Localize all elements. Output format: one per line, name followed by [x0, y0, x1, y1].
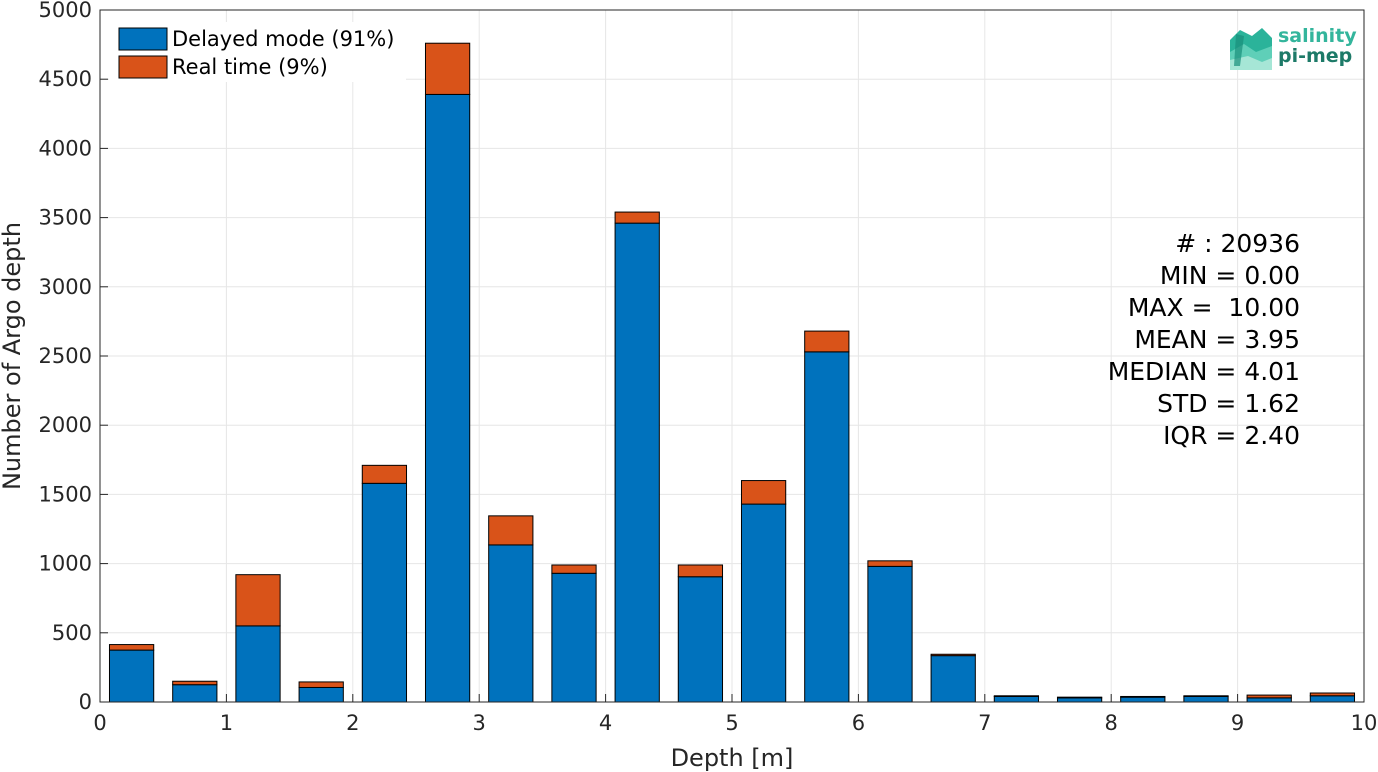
- bar-delayed-mode: [1183, 695, 1229, 703]
- x-tick-label: 6: [852, 711, 865, 735]
- bar-real-time: [930, 653, 976, 657]
- bar-delayed-mode: [108, 649, 155, 703]
- y-tick-label: 3500: [39, 206, 92, 230]
- bar-real-time: [235, 574, 281, 627]
- bar-real-time: [867, 560, 913, 567]
- bar-delayed-mode: [677, 576, 724, 703]
- bar-delayed-mode: [361, 482, 408, 703]
- stats-annotation: # : 20936 MIN = 0.00 MAX = 10.00 MEAN = …: [1108, 229, 1300, 450]
- bar-real-time: [677, 564, 724, 578]
- y-tick-labels: 0 500 1000 1500 2000 2500 3000 3500 4000 4500 5000: [39, 0, 108, 714]
- bar-delayed-mode: [551, 572, 597, 703]
- bar-real-time: [172, 680, 218, 686]
- x-tick-label: 9: [1231, 711, 1244, 735]
- bar-real-time: [361, 464, 408, 484]
- bar-real-time: [551, 564, 597, 574]
- bar-delayed-mode: [1246, 697, 1292, 703]
- bar-delayed-mode: [488, 544, 534, 703]
- y-tick-label: 0: [79, 690, 92, 714]
- y-tick-label: 2000: [39, 413, 92, 437]
- bar-delayed-mode: [1309, 695, 1356, 703]
- bar-real-time: [298, 681, 344, 688]
- bar-delayed-mode: [298, 686, 344, 703]
- bar-delayed-mode: [235, 625, 281, 703]
- x-tick-label: 1: [220, 711, 233, 735]
- bar-delayed-mode: [614, 222, 660, 703]
- bar-real-time: [1120, 695, 1166, 698]
- y-tick-label: 3000: [39, 275, 92, 299]
- wave-logo-icon: [1230, 28, 1272, 70]
- x-tick-label: 8: [1105, 711, 1118, 735]
- y-tick-label: 500: [52, 621, 92, 645]
- legend-label-real-time: Real time (9%): [172, 55, 328, 79]
- x-tick-label: 5: [725, 711, 738, 735]
- bars-group: [108, 42, 1356, 703]
- bar-delayed-mode: [1056, 697, 1103, 703]
- stat-median: MEDIAN = 4.01: [1108, 357, 1300, 386]
- bar-real-time: [804, 330, 850, 353]
- bar-real-time: [1246, 694, 1292, 699]
- x-tick-label: 0: [93, 711, 106, 735]
- bar-delayed-mode: [740, 503, 787, 703]
- x-tick-label: 3: [473, 711, 486, 735]
- x-tick-label: 7: [978, 711, 991, 735]
- y-tick-label: 1000: [39, 552, 92, 576]
- x-axis-title: Depth [m]: [671, 744, 794, 772]
- x-tick-label: 10: [1351, 711, 1378, 735]
- y-tick-label: 4000: [39, 136, 92, 160]
- bar-real-time: [1056, 696, 1103, 699]
- y-tick-label: 2500: [39, 344, 92, 368]
- stat-max: MAX = 10.00: [1128, 293, 1300, 322]
- bar-delayed-mode: [424, 93, 471, 703]
- stat-min: MIN = 0.00: [1160, 261, 1300, 290]
- bar-delayed-mode: [993, 695, 1040, 703]
- stat-count: # : 20936: [1175, 229, 1300, 258]
- bar-real-time: [1309, 692, 1356, 697]
- x-tick-labels: 0 1 2 3 4 5 6 7 8 9 10: [93, 694, 1377, 735]
- salinity-pimep-logo: salinity pi-mep: [1230, 25, 1357, 70]
- stat-std: STD = 1.62: [1157, 389, 1300, 418]
- bar-delayed-mode: [867, 565, 913, 703]
- bar-real-time: [614, 211, 660, 224]
- x-tick-label: 4: [599, 711, 612, 735]
- legend-swatch-real-time: [118, 55, 168, 79]
- bar-real-time: [740, 480, 787, 505]
- bar-delayed-mode: [172, 684, 218, 703]
- x-tick-label: 2: [346, 711, 359, 735]
- bar-delayed-mode: [930, 655, 976, 703]
- bar-real-time: [993, 695, 1040, 697]
- bar-delayed-mode: [804, 351, 850, 703]
- bar-real-time: [108, 644, 155, 651]
- logo-text-salinity: salinity: [1278, 25, 1357, 47]
- bar-real-time: [1183, 695, 1229, 697]
- bar-delayed-mode: [1120, 696, 1166, 703]
- y-tick-label: 1500: [39, 482, 92, 506]
- legend-label-delayed-mode: Delayed mode (91%): [172, 27, 394, 51]
- y-axis-title: Number of Argo depth: [0, 222, 26, 490]
- bar-real-time: [488, 515, 534, 546]
- stat-mean: MEAN = 3.95: [1134, 325, 1300, 354]
- bar-real-time: [424, 42, 471, 95]
- logo-text-pi-mep: pi-mep: [1278, 45, 1352, 67]
- stat-iqr: IQR = 2.40: [1163, 421, 1300, 450]
- legend: Delayed mode (91%) Real time (9%): [109, 22, 406, 82]
- y-tick-label: 5000: [39, 0, 92, 22]
- legend-swatch-delayed-mode: [118, 27, 168, 51]
- y-tick-label: 4500: [39, 67, 92, 91]
